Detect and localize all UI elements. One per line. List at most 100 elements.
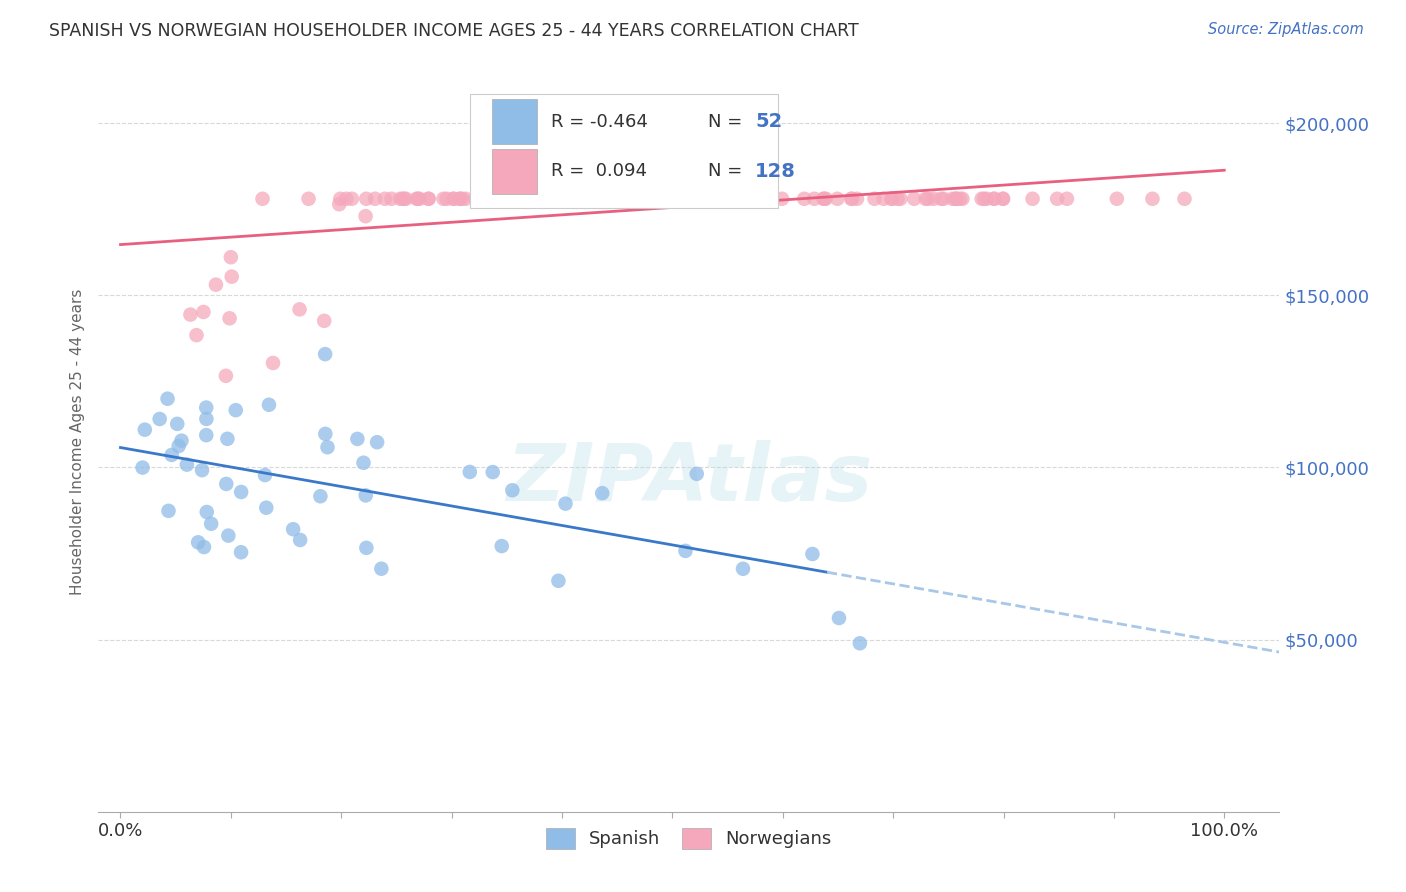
- Point: [217, 432, 239, 446]
- Point: [441, 192, 464, 206]
- FancyBboxPatch shape: [492, 100, 537, 144]
- Point: [703, 192, 725, 206]
- Point: [696, 192, 718, 206]
- Point: [170, 434, 193, 448]
- Point: [436, 192, 458, 206]
- Point: [793, 192, 815, 206]
- Point: [664, 192, 686, 206]
- Point: [380, 192, 402, 206]
- Point: [1142, 192, 1164, 206]
- Point: [217, 528, 239, 542]
- Point: [561, 192, 583, 206]
- Point: [645, 192, 668, 206]
- Point: [253, 468, 276, 483]
- Point: [191, 463, 214, 477]
- Point: [882, 192, 904, 206]
- Point: [218, 311, 240, 326]
- Point: [467, 192, 489, 206]
- Point: [450, 192, 472, 206]
- Point: [581, 192, 603, 206]
- Point: [510, 192, 533, 206]
- Text: ZIPAtlas: ZIPAtlas: [506, 440, 872, 517]
- Point: [889, 192, 911, 206]
- Point: [711, 192, 734, 206]
- Point: [813, 192, 835, 206]
- Point: [157, 504, 180, 518]
- Point: [156, 392, 179, 406]
- Point: [167, 439, 190, 453]
- Point: [591, 486, 613, 500]
- Point: [983, 192, 1005, 206]
- Point: [501, 483, 523, 498]
- Point: [973, 192, 995, 206]
- Point: [195, 428, 218, 442]
- Point: [186, 328, 208, 343]
- Point: [166, 417, 188, 431]
- Point: [231, 485, 253, 500]
- Point: [491, 539, 513, 553]
- Point: [929, 192, 952, 206]
- Point: [340, 192, 363, 206]
- Point: [288, 533, 311, 547]
- Point: [523, 192, 546, 206]
- Point: [970, 192, 993, 206]
- Point: [839, 192, 862, 206]
- Point: [692, 192, 714, 206]
- Point: [193, 540, 215, 554]
- Point: [449, 192, 471, 206]
- Point: [595, 192, 617, 206]
- Point: [195, 401, 218, 415]
- Point: [733, 192, 755, 206]
- Point: [555, 192, 578, 206]
- Text: R =  0.094: R = 0.094: [551, 162, 647, 180]
- FancyBboxPatch shape: [492, 149, 537, 194]
- Point: [131, 460, 153, 475]
- Text: N =: N =: [707, 112, 748, 131]
- Text: Source: ZipAtlas.com: Source: ZipAtlas.com: [1208, 22, 1364, 37]
- Text: SPANISH VS NORWEGIAN HOUSEHOLDER INCOME AGES 25 - 44 YEARS CORRELATION CHART: SPANISH VS NORWEGIAN HOUSEHOLDER INCOME …: [49, 22, 859, 40]
- Point: [329, 192, 352, 206]
- Point: [454, 192, 477, 206]
- Point: [949, 192, 972, 206]
- Point: [356, 192, 378, 206]
- Point: [707, 192, 730, 206]
- Point: [389, 192, 412, 206]
- Point: [759, 192, 782, 206]
- Point: [467, 192, 489, 206]
- Point: [941, 192, 963, 206]
- Point: [356, 541, 378, 555]
- Point: [328, 197, 350, 211]
- Point: [215, 368, 238, 383]
- Point: [219, 250, 242, 264]
- Point: [547, 574, 569, 588]
- Point: [464, 192, 486, 206]
- Point: [1173, 192, 1195, 206]
- Point: [288, 302, 311, 317]
- Point: [364, 192, 387, 206]
- Point: [756, 192, 779, 206]
- Point: [314, 314, 336, 328]
- Point: [633, 192, 655, 206]
- Point: [801, 547, 824, 561]
- Point: [976, 192, 998, 206]
- Point: [607, 192, 630, 206]
- Point: [200, 516, 222, 531]
- Point: [346, 432, 368, 446]
- Point: [262, 356, 284, 370]
- Text: R = -0.464: R = -0.464: [551, 112, 648, 131]
- Point: [679, 192, 702, 206]
- Point: [648, 192, 671, 206]
- Point: [1105, 192, 1128, 206]
- Point: [827, 192, 849, 206]
- Point: [600, 192, 623, 206]
- Point: [813, 192, 835, 206]
- Point: [374, 192, 396, 206]
- Point: [952, 192, 974, 206]
- Point: [195, 505, 218, 519]
- Point: [579, 192, 602, 206]
- Point: [370, 562, 392, 576]
- Point: [353, 456, 375, 470]
- Point: [309, 489, 332, 503]
- Point: [408, 192, 430, 206]
- Point: [725, 192, 748, 206]
